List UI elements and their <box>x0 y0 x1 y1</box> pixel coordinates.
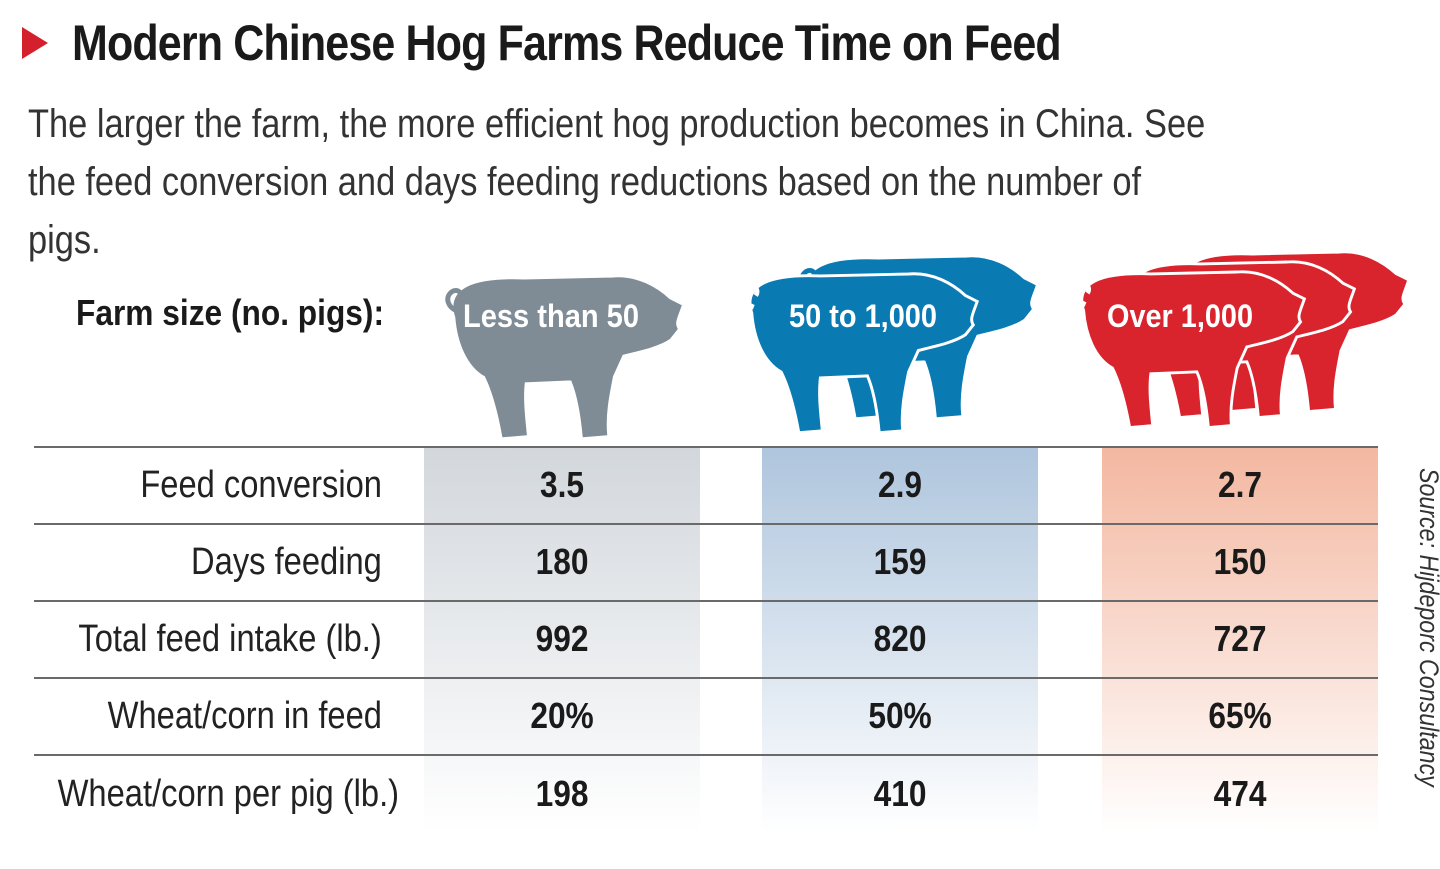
table-cell: 727 <box>1213 618 1267 659</box>
table-cell: 820 <box>873 618 927 659</box>
column-label-small: Less than 50 <box>463 298 639 334</box>
source-note: Source: Hijdeporc Consultancy <box>1414 468 1440 787</box>
column-bg-small <box>424 446 700 832</box>
row-label-wheat-corn-per-pig: Wheat/corn per pig (lb.) <box>57 773 400 815</box>
table-rule <box>34 677 1378 679</box>
table-cell: 198 <box>535 773 589 814</box>
table-rule <box>34 523 1378 525</box>
row-label-total-feed-intake: Total feed intake (lb.) <box>78 618 382 660</box>
column-bg-medium <box>762 446 1038 832</box>
chart-title: Modern Chinese Hog Farms Reduce Time on … <box>72 15 1062 71</box>
row-label-days-feeding: Days feeding <box>191 541 382 583</box>
table-cell: 159 <box>873 541 927 582</box>
farm-size-label: Farm size (no. pigs): <box>76 292 385 333</box>
column-bg-large <box>1102 446 1378 832</box>
title-row: Modern Chinese Hog Farms Reduce Time on … <box>22 10 1222 76</box>
table-cell: 65% <box>1208 695 1272 736</box>
table-rule <box>34 446 1378 448</box>
column-label-large: Over 1,000 <box>1107 298 1253 334</box>
table-cell: 992 <box>535 618 589 659</box>
table-cell: 50% <box>868 695 932 736</box>
row-label-feed-conversion: Feed conversion <box>140 464 382 506</box>
table-cell: 2.9 <box>877 464 923 505</box>
table-cell: 150 <box>1213 541 1267 582</box>
chart-subtitle: The larger the farm, the more efficient … <box>28 102 1206 262</box>
table-cell: 2.7 <box>1217 464 1263 505</box>
table-cell: 180 <box>535 541 589 582</box>
column-label-medium: 50 to 1,000 <box>789 298 937 334</box>
row-label-wheat-corn-in-feed: Wheat/corn in feed <box>107 695 382 737</box>
table-cell: 20% <box>530 695 594 736</box>
table-cell: 3.5 <box>539 464 585 505</box>
table-cell: 410 <box>873 773 927 814</box>
table-cell: 474 <box>1213 773 1267 814</box>
table-rule <box>34 600 1378 602</box>
table-rule <box>34 754 1378 756</box>
title-arrow-icon <box>22 27 48 59</box>
